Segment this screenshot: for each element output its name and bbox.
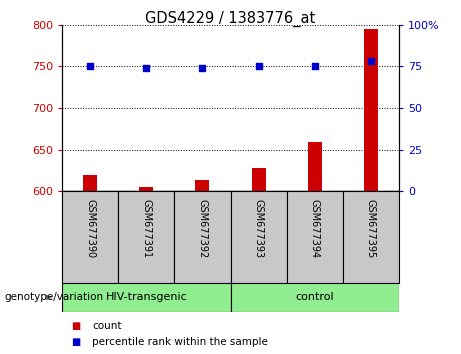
Text: GSM677390: GSM677390 <box>85 199 95 258</box>
Bar <box>139 187 154 191</box>
Bar <box>62 283 230 312</box>
Text: GSM677393: GSM677393 <box>254 199 264 258</box>
Text: ■: ■ <box>71 321 81 331</box>
Bar <box>252 168 266 191</box>
Text: GSM677392: GSM677392 <box>197 199 207 258</box>
Text: GSM677395: GSM677395 <box>366 199 376 258</box>
Bar <box>118 191 174 283</box>
Bar <box>230 283 399 312</box>
Bar <box>230 191 287 283</box>
Bar <box>307 142 322 191</box>
Text: HIV-transgenic: HIV-transgenic <box>106 292 187 302</box>
Bar <box>287 191 343 283</box>
Point <box>255 64 262 69</box>
Bar <box>364 29 378 191</box>
Bar <box>174 191 230 283</box>
Text: genotype/variation: genotype/variation <box>5 292 104 302</box>
Bar <box>195 179 209 191</box>
Point <box>367 58 374 64</box>
Text: count: count <box>92 321 122 331</box>
Bar <box>62 191 118 283</box>
Bar <box>83 175 97 191</box>
Text: GSM677394: GSM677394 <box>310 199 319 258</box>
Point <box>142 65 150 71</box>
Bar <box>343 191 399 283</box>
Text: control: control <box>296 292 334 302</box>
Text: ■: ■ <box>71 337 81 347</box>
Point <box>87 64 94 69</box>
Point <box>199 65 206 71</box>
Text: GDS4229 / 1383776_at: GDS4229 / 1383776_at <box>145 11 316 27</box>
Text: GSM677391: GSM677391 <box>142 199 151 258</box>
Text: percentile rank within the sample: percentile rank within the sample <box>92 337 268 347</box>
Point <box>311 64 318 69</box>
